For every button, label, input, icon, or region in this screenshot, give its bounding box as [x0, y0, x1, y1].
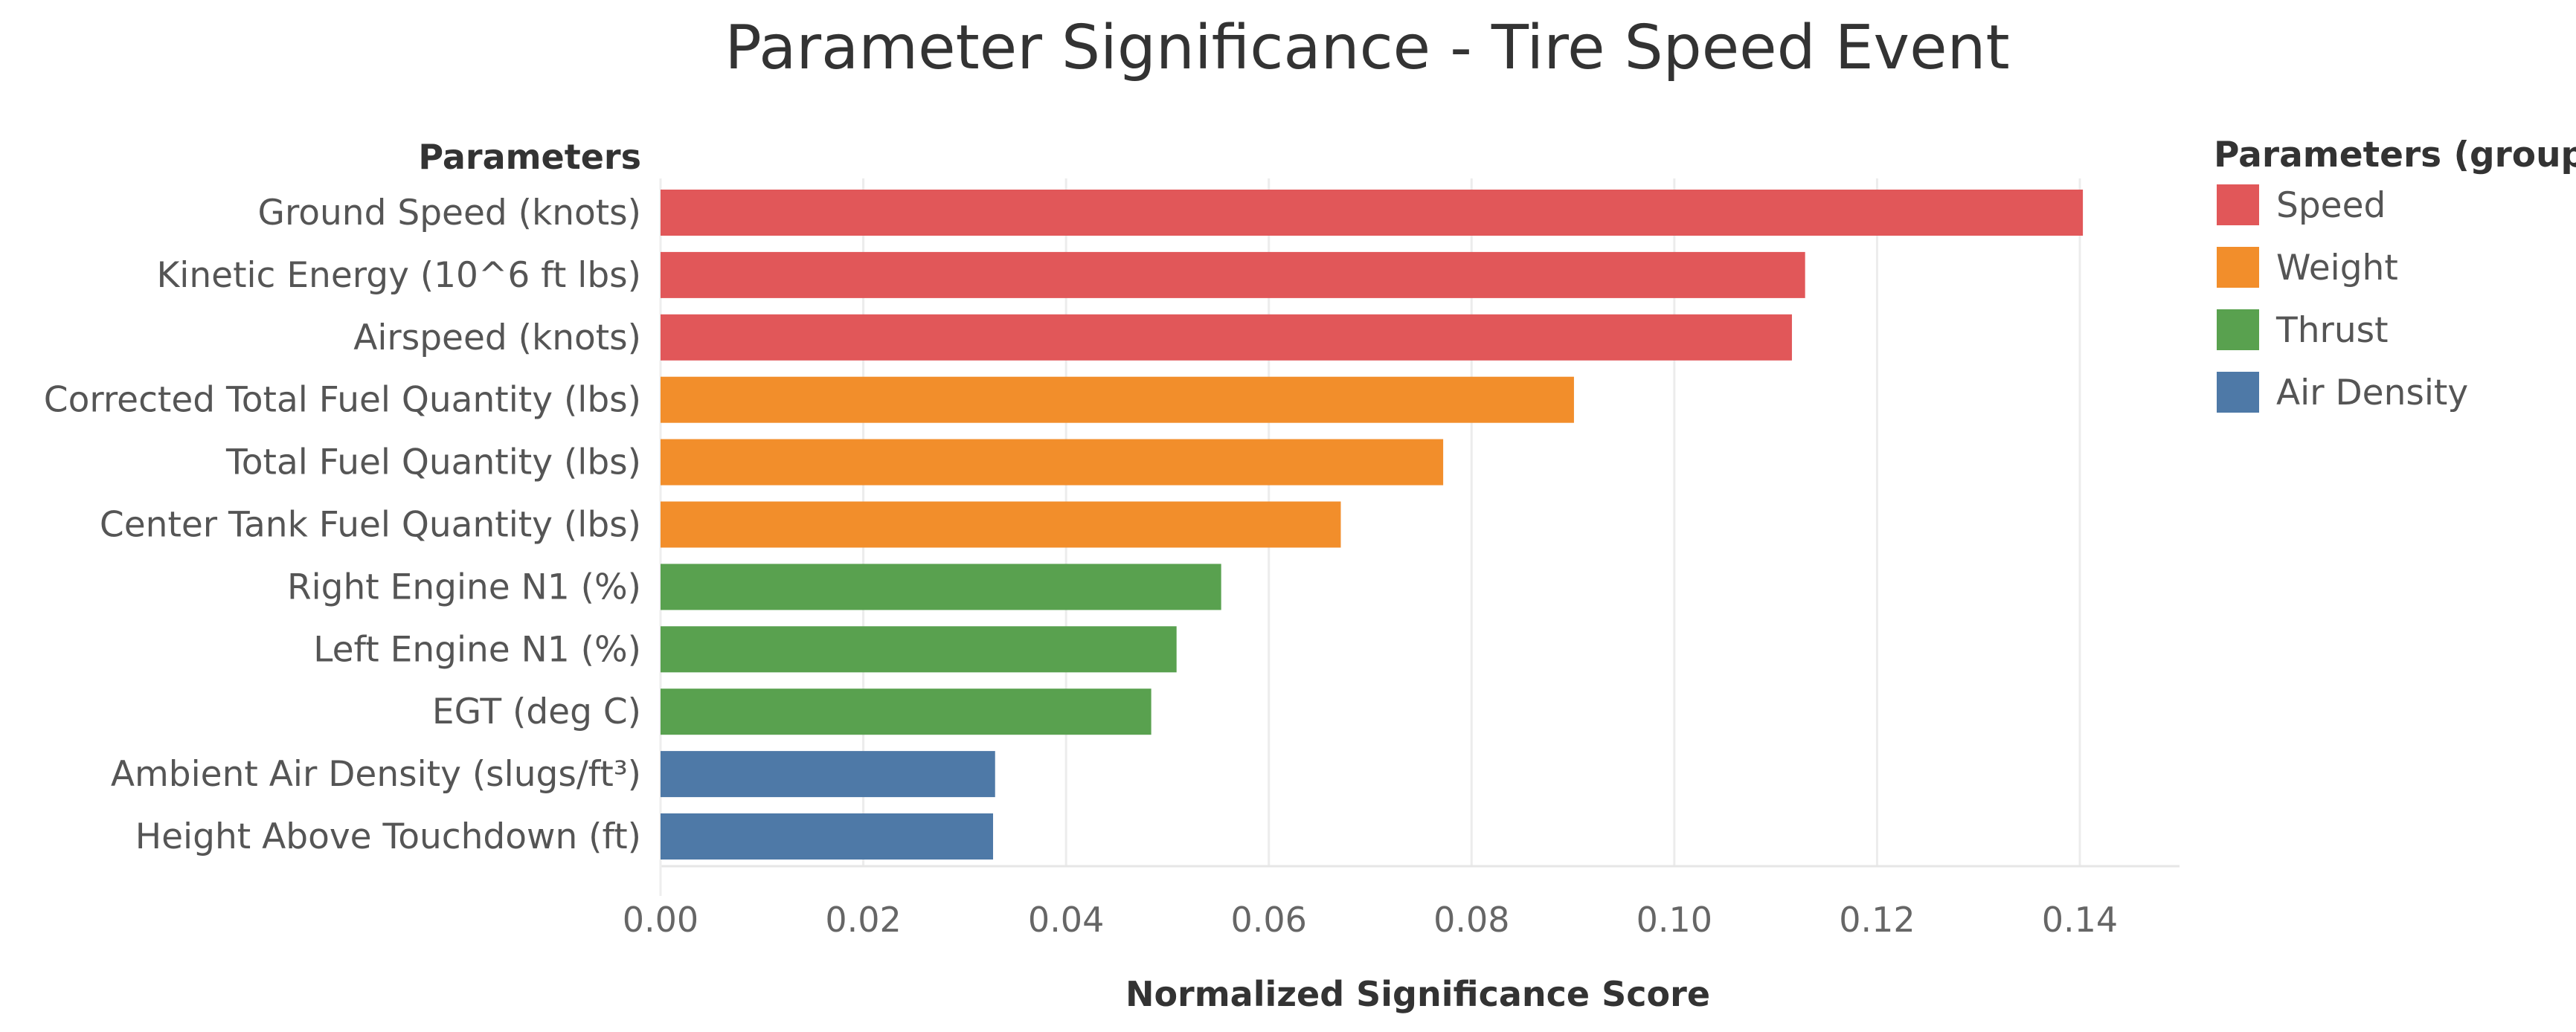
bars — [661, 190, 2084, 860]
bar[interactable] — [661, 564, 1221, 610]
category-label: Right Engine N1 (%) — [287, 567, 641, 607]
legend-swatch — [2217, 247, 2259, 288]
legend-items: Speed Weight Thrust Air Density — [2217, 184, 2468, 413]
x-tick-label: 0.08 — [1433, 900, 1509, 940]
category-label: Ambient Air Density (slugs/ft³) — [111, 754, 641, 795]
bar[interactable] — [661, 626, 1177, 673]
legend-swatch — [2217, 309, 2259, 350]
bar[interactable] — [661, 251, 1805, 298]
legend: Parameters (group) Speed Weight Thrust Air … — [2214, 135, 2576, 413]
x-tick-label: 0.04 — [1028, 900, 1104, 940]
category-labels: Ground Speed (knots) Kinetic Energy (10^6… — [44, 193, 641, 857]
legend-label: Speed — [2276, 185, 2386, 226]
chart-title: Parameter Significance - Tire Speed Even… — [725, 13, 2009, 83]
bar[interactable] — [661, 190, 2084, 236]
legend-swatch — [2217, 372, 2259, 413]
bar[interactable] — [661, 501, 1341, 548]
x-tick-label: 0.12 — [1839, 900, 1915, 940]
category-label: EGT (deg C) — [432, 691, 641, 732]
legend-label: Weight — [2276, 248, 2398, 288]
category-label: Ground Speed (knots) — [258, 193, 641, 233]
category-label: Left Engine N1 (%) — [313, 629, 641, 670]
legend-label: Thrust — [2275, 310, 2389, 351]
category-label: Kinetic Energy (10^6 ft lbs) — [156, 255, 641, 296]
bar[interactable] — [661, 439, 1444, 486]
x-tick-label: 0.00 — [623, 900, 698, 940]
bar[interactable] — [661, 376, 1574, 423]
category-label: Total Fuel Quantity (lbs) — [225, 442, 641, 483]
x-axis-title: Normalized Significance Score — [1125, 974, 1710, 1014]
x-tick-label: 0.02 — [825, 900, 901, 940]
bar[interactable] — [661, 751, 995, 798]
bar[interactable] — [661, 688, 1152, 735]
legend-swatch — [2217, 184, 2259, 225]
category-label: Corrected Total Fuel Quantity (lbs) — [44, 380, 641, 421]
bar[interactable] — [661, 314, 1792, 361]
category-label: Center Tank Fuel Quantity (lbs) — [100, 505, 641, 546]
bar[interactable] — [661, 813, 994, 860]
x-tick-labels: 0.00 0.02 0.04 0.06 0.08 0.10 0.12 0.14 — [623, 900, 2118, 940]
row-header: Parameters — [418, 137, 641, 177]
category-label: Height Above Touchdown (ft) — [135, 816, 641, 857]
category-label: Airspeed (knots) — [353, 317, 641, 358]
legend-label: Air Density — [2276, 373, 2468, 413]
legend-title: Parameters (group) — [2214, 135, 2576, 175]
x-tick-label: 0.14 — [2042, 900, 2118, 940]
x-tick-label: 0.06 — [1231, 900, 1307, 940]
x-tick-label: 0.10 — [1637, 900, 1712, 940]
